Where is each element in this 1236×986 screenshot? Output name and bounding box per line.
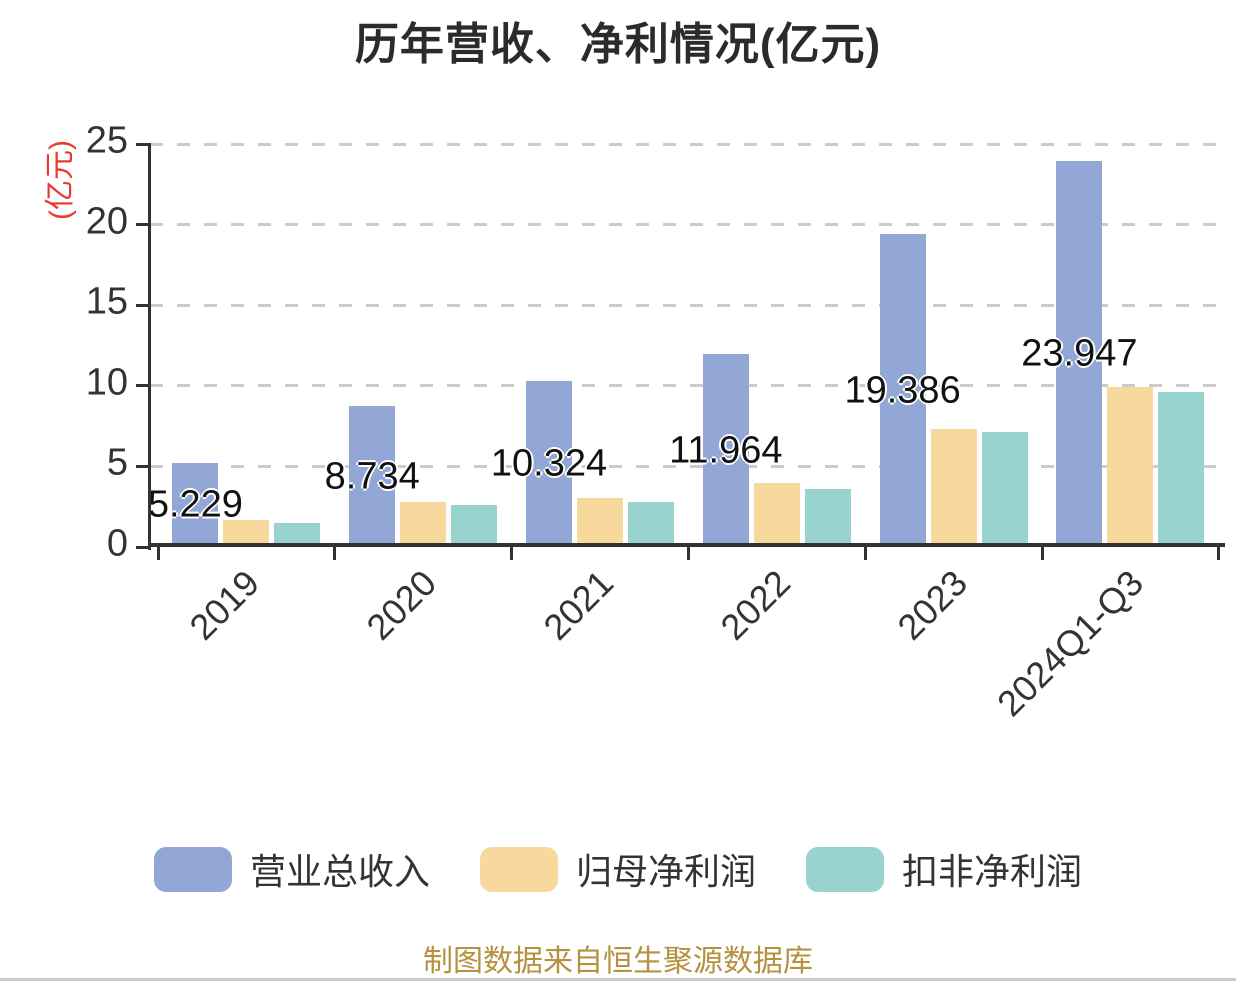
x-axis-tick-6	[1217, 545, 1221, 560]
bar-营业总收入-2023	[879, 234, 926, 547]
gridline-5	[150, 464, 1225, 468]
bar-营业总收入-2024Q1-Q3	[1056, 160, 1103, 547]
y-axis-tick-10	[136, 384, 148, 388]
bar-扣非净利润-2021	[628, 501, 674, 547]
bar-归母净利润-2022	[753, 482, 800, 547]
y-axis-tick-15	[136, 303, 148, 307]
bar-归母净利润-2024Q1-Q3	[1107, 387, 1154, 547]
x-axis-label-2020: 2020	[358, 562, 445, 648]
y-axis-tick-0	[136, 545, 148, 549]
x-axis-tick-0	[156, 545, 160, 560]
value-label-2019: 5.229	[147, 483, 243, 526]
x-axis-label-2019: 2019	[181, 562, 268, 648]
bar-归母净利润-2023	[930, 429, 977, 547]
bar-归母净利润-2021	[577, 497, 623, 547]
value-label-2023: 19.386	[844, 369, 961, 412]
bar-归母净利润-2020	[400, 501, 447, 547]
bottom-divider	[0, 978, 1236, 981]
x-axis-tick-5	[1040, 545, 1044, 560]
legend-swatch-revenue	[153, 846, 232, 892]
bar-营业总收入-2019	[172, 462, 219, 547]
y-axis-tick-5	[136, 464, 148, 468]
bar-营业总收入-2020	[349, 406, 396, 547]
legend-label-revenue: 营业总收入	[249, 851, 430, 892]
legend-label-net-profit: 归母净利润	[575, 851, 756, 892]
x-axis-label-2023: 2023	[888, 562, 975, 648]
legend-swatch-net-profit	[479, 846, 558, 892]
gridline-25	[150, 142, 1225, 146]
chart-title: 历年营收、净利情况(亿元)	[354, 20, 882, 69]
y-axis-tick-label-15: 15	[85, 280, 128, 323]
gridline-20	[150, 223, 1225, 227]
y-axis-line	[148, 143, 151, 550]
x-axis-label-2022: 2022	[712, 562, 798, 648]
value-label-2022: 11.964	[669, 429, 783, 472]
y-axis-tick-20	[136, 223, 148, 227]
legend-item-revenue[interactable]: 营业总收入	[153, 843, 430, 895]
legend-item-net-profit[interactable]: 归母净利润	[479, 843, 756, 895]
bar-扣非净利润-2020	[451, 505, 498, 547]
x-axis-tick-4	[863, 545, 867, 560]
legend-item-deducted-net-profit[interactable]: 扣非净利润	[806, 843, 1082, 895]
value-label-2021: 10.324	[490, 442, 608, 485]
bar-营业总收入-2022	[702, 354, 749, 547]
legend-swatch-deducted-net-profit	[806, 846, 884, 892]
bar-扣非净利润-2019	[274, 522, 321, 547]
legend: 营业总收入 归母净利润 扣非净利润	[0, 843, 1236, 895]
gridline-15	[150, 303, 1225, 307]
y-axis-tick-label-20: 20	[85, 200, 128, 243]
x-axis-label-2024Q1-Q3: 2024Q1-Q3	[989, 562, 1152, 725]
y-axis-tick-label-0: 0	[106, 522, 128, 565]
data-source-note: 制图数据来自恒生聚源数据库	[423, 945, 813, 978]
gridline-10	[150, 384, 1225, 388]
y-axis-tick-label-10: 10	[85, 361, 128, 404]
x-axis-tick-1	[333, 545, 337, 560]
x-axis-label-2021: 2021	[535, 562, 621, 648]
x-axis-line	[148, 543, 1225, 547]
y-axis-tick-25	[136, 142, 148, 146]
bar-扣非净利润-2023	[981, 431, 1028, 547]
value-label-2024Q1-Q3: 23.947	[1021, 332, 1138, 375]
bar-扣非净利润-2022	[804, 488, 851, 547]
x-axis-tick-2	[510, 545, 514, 560]
y-axis-tick-label-5: 5	[106, 441, 128, 484]
value-label-2020: 8.734	[324, 455, 420, 498]
legend-label-deducted-net-profit: 扣非净利润	[902, 851, 1083, 892]
bar-归母净利润-2019	[223, 519, 270, 547]
y-axis-tick-label-25: 25	[85, 119, 128, 162]
bar-营业总收入-2021	[526, 380, 572, 547]
bar-扣非净利润-2024Q1-Q3	[1158, 392, 1205, 547]
x-axis-tick-3	[686, 545, 690, 560]
